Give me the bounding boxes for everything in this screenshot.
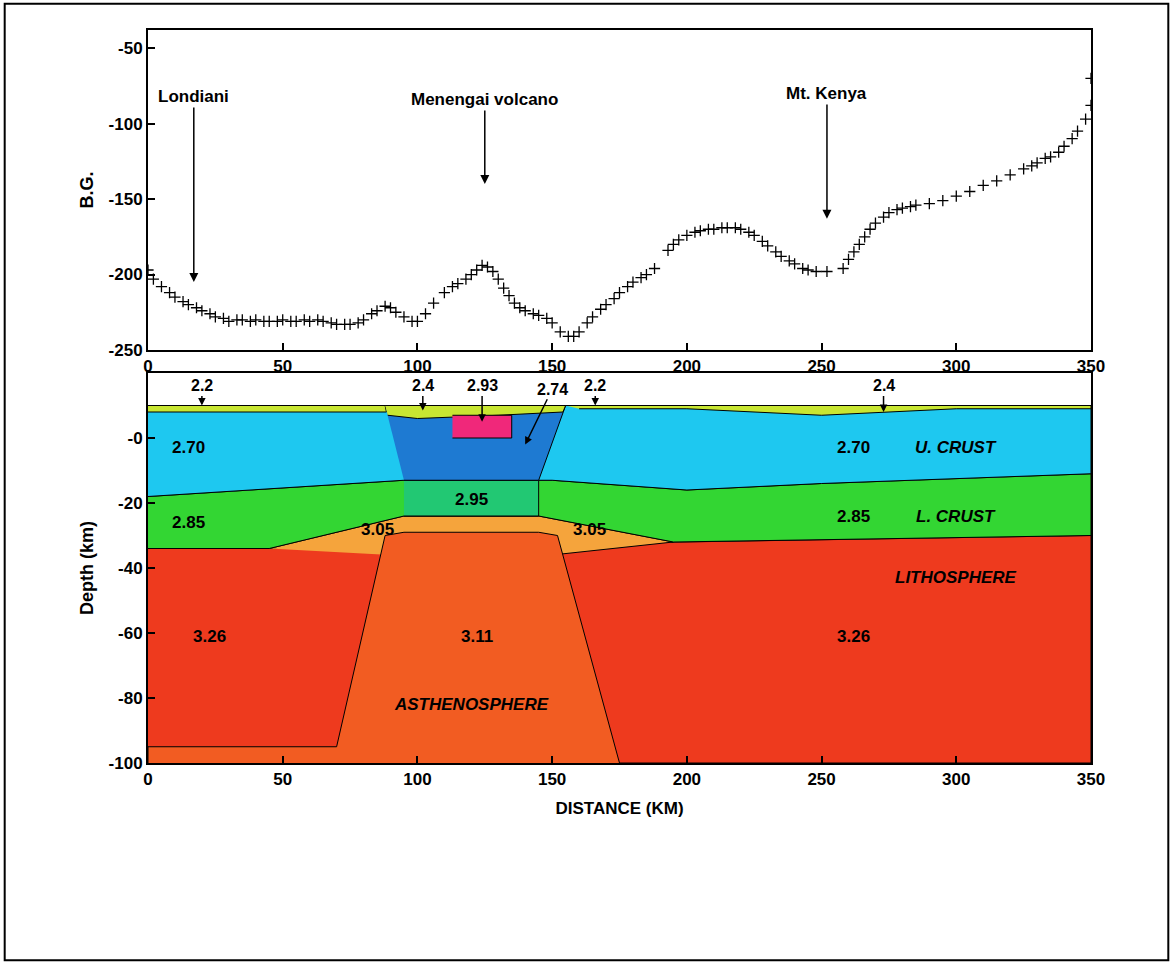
svg-text:-20: -20 [118, 494, 143, 513]
svg-text:200: 200 [673, 770, 701, 789]
svg-text:2.4: 2.4 [412, 377, 434, 394]
svg-text:Menengai volcano: Menengai volcano [411, 90, 558, 109]
svg-text:-80: -80 [118, 689, 143, 708]
svg-text:-150: -150 [109, 190, 143, 209]
svg-text:L. CRUST: L. CRUST [916, 507, 996, 526]
svg-text:Londiani: Londiani [158, 87, 229, 106]
svg-text:2.93: 2.93 [467, 377, 498, 394]
svg-text:Mt. Kenya: Mt. Kenya [786, 84, 867, 103]
svg-text:2.70: 2.70 [837, 438, 870, 457]
svg-text:200: 200 [673, 357, 701, 376]
svg-text:0: 0 [143, 770, 152, 789]
svg-text:2.4: 2.4 [873, 377, 895, 394]
svg-text:3.11: 3.11 [461, 627, 493, 646]
svg-text:B.G.: B.G. [77, 171, 97, 208]
svg-text:250: 250 [807, 357, 835, 376]
svg-text:ASTHENOSPHERE: ASTHENOSPHERE [394, 695, 549, 714]
svg-text:0: 0 [143, 357, 152, 376]
svg-text:3.26: 3.26 [193, 627, 226, 646]
svg-text:-100: -100 [109, 754, 143, 773]
svg-text:-40: -40 [118, 559, 143, 578]
svg-text:-200: -200 [109, 265, 143, 284]
svg-text:300: 300 [942, 357, 970, 376]
svg-text:2.70: 2.70 [172, 438, 205, 457]
svg-text:3.05: 3.05 [361, 520, 394, 539]
svg-text:350: 350 [1077, 770, 1105, 789]
svg-text:LITHOSPHERE: LITHOSPHERE [895, 568, 1017, 587]
svg-text:-50: -50 [118, 39, 143, 58]
svg-text:2.2: 2.2 [584, 377, 606, 394]
svg-text:2.2: 2.2 [191, 377, 213, 394]
svg-text:Depth (km): Depth (km) [77, 521, 97, 615]
svg-text:3.26: 3.26 [837, 627, 870, 646]
svg-text:DISTANCE (KM): DISTANCE (KM) [555, 799, 683, 818]
svg-text:300: 300 [942, 770, 970, 789]
svg-text:150: 150 [538, 357, 566, 376]
svg-text:2.95: 2.95 [455, 490, 488, 509]
svg-text:2.85: 2.85 [837, 507, 870, 526]
svg-text:3.05: 3.05 [573, 520, 606, 539]
svg-text:-100: -100 [109, 115, 143, 134]
svg-text:100: 100 [403, 357, 431, 376]
svg-text:-0: -0 [127, 429, 142, 448]
svg-text:2.85: 2.85 [172, 513, 205, 532]
svg-text:50: 50 [273, 357, 292, 376]
svg-text:250: 250 [807, 770, 835, 789]
svg-text:150: 150 [538, 770, 566, 789]
svg-text:-60: -60 [118, 624, 143, 643]
svg-text:50: 50 [273, 770, 292, 789]
svg-text:2.74: 2.74 [537, 381, 568, 398]
svg-text:U. CRUST: U. CRUST [915, 438, 997, 457]
svg-text:100: 100 [403, 770, 431, 789]
svg-text:-250: -250 [109, 341, 143, 360]
svg-text:350: 350 [1077, 357, 1105, 376]
